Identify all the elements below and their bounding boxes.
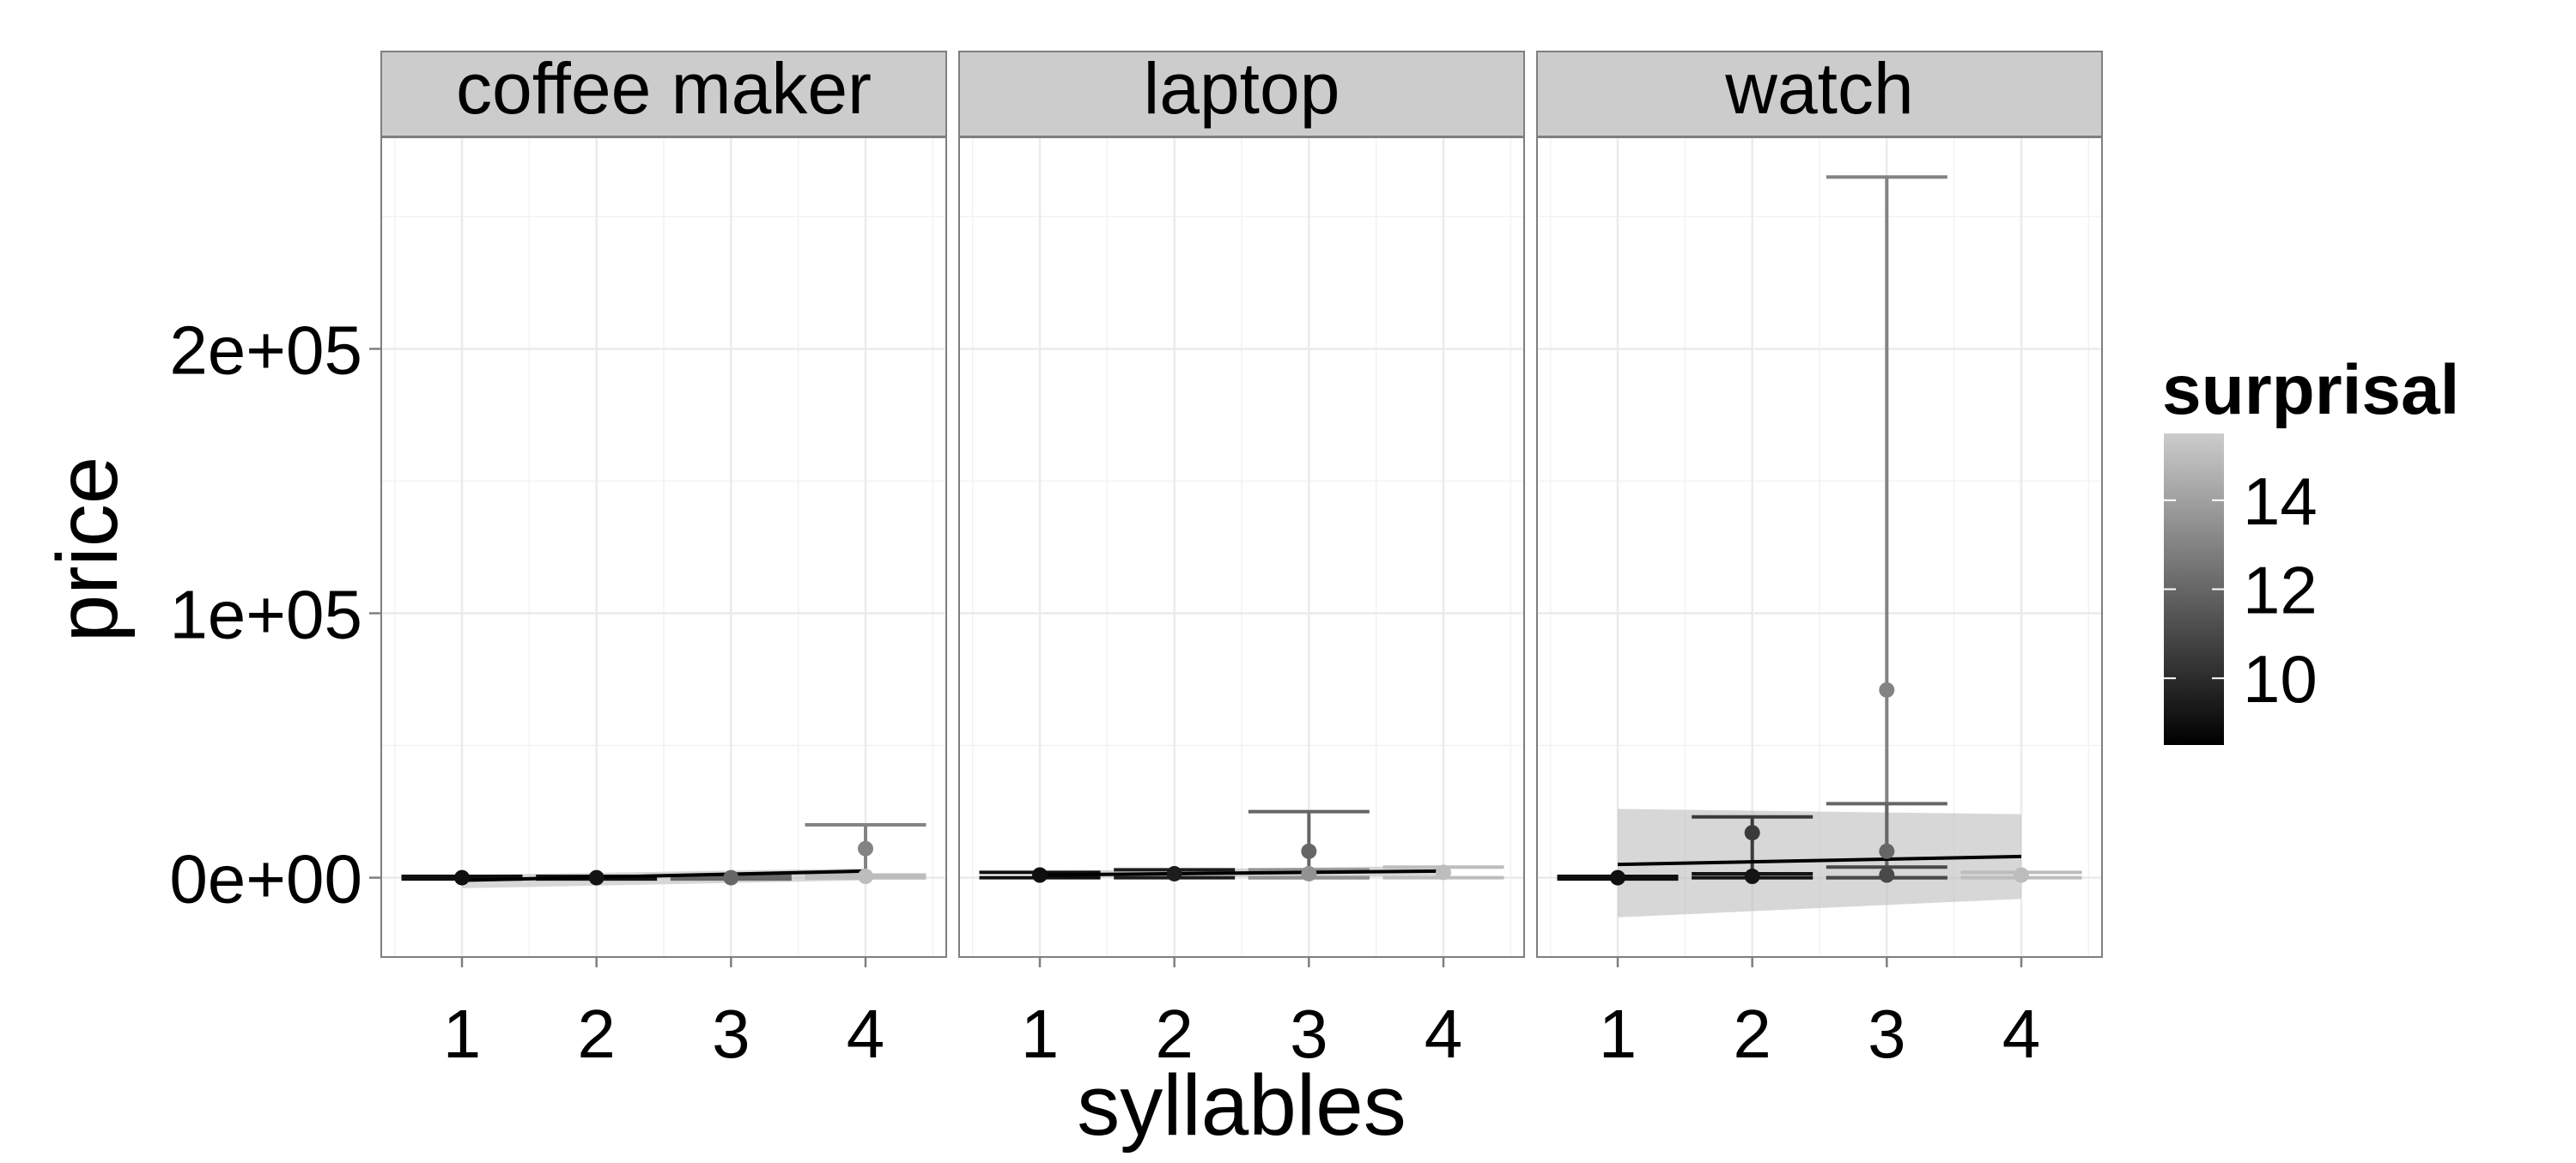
x-tick-label: 4 (2002, 996, 2041, 1072)
x-tick-label: 2 (1155, 996, 1194, 1072)
data-point (1879, 843, 1895, 859)
facet-strip (958, 51, 1525, 137)
facet-label: laptop (1144, 48, 1340, 129)
panel-border (958, 136, 1525, 958)
facet-strip (1536, 51, 2103, 137)
data-point (1436, 864, 1451, 881)
data-point (1301, 843, 1317, 859)
x-tick-label: 1 (443, 996, 482, 1072)
data-point (1879, 681, 1895, 698)
panel-border (1536, 136, 2103, 958)
fit-line (461, 869, 866, 882)
x-tick-label: 3 (712, 996, 750, 1072)
data-point (1166, 865, 1182, 881)
x-tick-label: 3 (1868, 996, 1906, 1072)
data-point (858, 840, 873, 857)
colorbar-tick-label: 12 (2243, 553, 2318, 628)
data-point (723, 869, 739, 886)
data-point (1301, 865, 1317, 881)
data-point (454, 869, 470, 886)
panel-border (380, 136, 947, 958)
data-point (1879, 867, 1895, 883)
facet-label: coffee maker (456, 48, 872, 129)
facet-strip (380, 51, 947, 137)
y-tick-label: 2e+05 (169, 312, 362, 388)
data-point (588, 869, 605, 886)
fit-line (1039, 869, 1444, 877)
x-tick-label: 2 (1733, 996, 1771, 1072)
data-point (1744, 869, 1760, 885)
x-tick-label: 3 (1290, 996, 1328, 1072)
y-tick-label: 1e+05 (169, 577, 362, 653)
fit-line (1617, 854, 2022, 867)
data-point (2014, 867, 2029, 883)
x-tick-label: 4 (1425, 996, 1463, 1072)
x-tick-label: 1 (1021, 996, 1060, 1072)
data-point (858, 869, 873, 885)
facet-label: watch (1724, 48, 1913, 129)
confidence-band (1618, 809, 2021, 918)
data-point (1610, 869, 1625, 886)
x-tick-label: 2 (577, 996, 616, 1072)
y-tick-label: 0e+00 (169, 841, 362, 918)
legend-title: surprisal (2162, 351, 2459, 429)
x-tick-label: 1 (1599, 996, 1637, 1072)
data-point (1744, 825, 1760, 841)
x-axis-title: syllables (1077, 1057, 1406, 1154)
data-point (1032, 867, 1048, 883)
colorbar-tick-label: 14 (2243, 463, 2318, 539)
y-axis-title: price (39, 457, 136, 643)
x-tick-label: 4 (847, 996, 885, 1072)
colorbar-tick-label: 10 (2243, 641, 2318, 717)
